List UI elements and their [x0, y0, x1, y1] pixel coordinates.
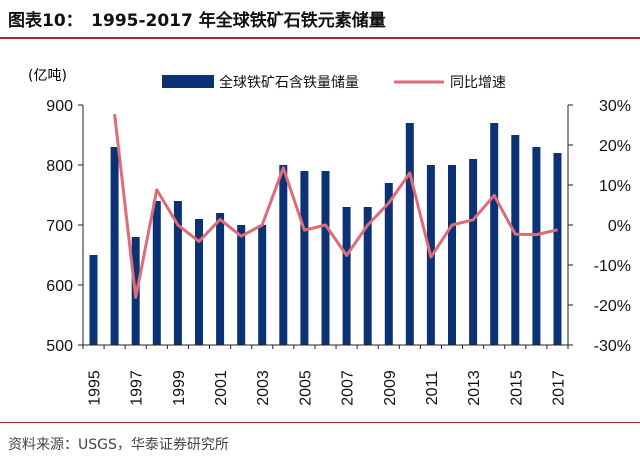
bar-2004 — [279, 165, 288, 345]
left-tick-label: 900 — [46, 98, 73, 115]
bar-2009 — [384, 183, 393, 345]
bar-2005 — [300, 171, 309, 345]
bar-2001 — [216, 213, 225, 345]
bar-2013 — [469, 159, 478, 345]
bars-group — [89, 123, 562, 345]
left-axis-unit-label: (亿吨) — [28, 68, 67, 84]
bar-2008 — [363, 207, 372, 345]
legend-bar-swatch — [162, 75, 214, 88]
bar-2006 — [321, 171, 330, 345]
bar-2007 — [342, 207, 351, 345]
right-tick-label: 10% — [599, 178, 631, 195]
axes-group: 500 600 700 800 900 -30% -20% -10% 0% 10% 20% 30% 19… — [46, 98, 631, 406]
chart-title: 图表10： 1995-2017 年全球铁矿石铁元素储量 — [8, 11, 386, 31]
x-tick-label-2017: 2017 — [550, 370, 567, 406]
footer-divider — [0, 422, 640, 423]
bar-1998 — [152, 201, 161, 345]
bar-2010 — [405, 123, 414, 345]
x-tick-label-2013: 2013 — [466, 370, 483, 406]
x-tick-label-2001: 2001 — [213, 370, 230, 406]
right-tick-label: 20% — [599, 138, 631, 155]
right-tick-label: 0% — [608, 218, 631, 235]
legend-bar-label: 全球铁矿石含铁量储量 — [219, 74, 359, 91]
x-tick-label-2011: 2011 — [424, 371, 441, 406]
right-tick-label: 30% — [599, 98, 631, 115]
bar-1999 — [173, 201, 182, 345]
bar-1995 — [89, 255, 98, 345]
right-tick-label: -30% — [594, 338, 631, 355]
bar-2016 — [532, 147, 541, 345]
x-tick-label-2005: 2005 — [297, 370, 314, 406]
bar-2014 — [490, 123, 499, 345]
left-tick-label: 600 — [46, 278, 73, 295]
right-tick-label: -20% — [594, 298, 631, 315]
bar-2015 — [511, 135, 520, 345]
bar-2000 — [195, 219, 203, 345]
x-tick-label-2015: 2015 — [508, 370, 525, 406]
x-tick-label-1995: 1995 — [87, 370, 104, 406]
line-group — [113, 114, 558, 299]
bar-2002 — [237, 225, 246, 345]
bar-2017 — [553, 153, 562, 345]
right-tick-label: -10% — [594, 258, 631, 275]
yoy-growth-line — [113, 114, 558, 299]
left-tick-label: 800 — [46, 158, 73, 175]
left-tick-label: 700 — [46, 218, 73, 235]
legend: 全球铁矿石含铁量储量 同比增速 — [162, 74, 506, 91]
bar-1996 — [110, 147, 119, 345]
x-tick-label-1997: 1997 — [129, 370, 146, 406]
x-tick-label-1999: 1999 — [171, 370, 188, 406]
x-tick-label-2003: 2003 — [255, 370, 272, 406]
left-tick-label: 500 — [46, 338, 73, 355]
bar-2003 — [258, 225, 267, 345]
x-tick-label-2007: 2007 — [340, 370, 357, 406]
x-tick-label-2009: 2009 — [382, 370, 399, 406]
title-divider — [0, 37, 640, 39]
bar-2012 — [448, 165, 456, 345]
source-note: 资料来源：USGS，华泰证券研究所 — [8, 437, 229, 453]
legend-line-label: 同比增速 — [450, 75, 506, 91]
